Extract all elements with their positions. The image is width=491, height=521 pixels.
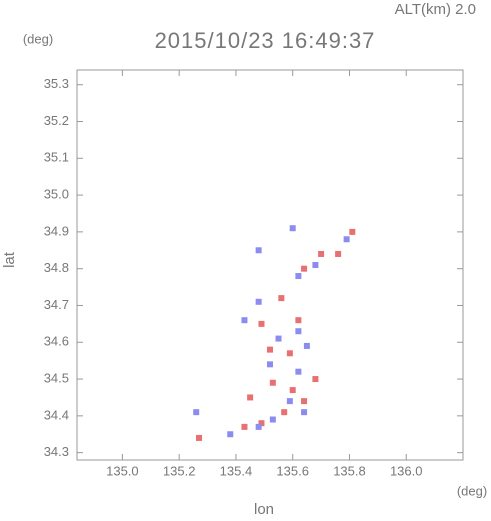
- point: [247, 394, 254, 401]
- y-unit: (deg): [23, 31, 53, 46]
- point: [269, 379, 276, 386]
- point: [301, 265, 308, 272]
- point: [312, 262, 319, 268]
- subtitle: ALT(km) 2.0: [395, 1, 476, 18]
- point: [295, 368, 302, 375]
- point: [289, 225, 296, 232]
- point: [241, 317, 248, 324]
- point: [255, 423, 262, 430]
- point: [227, 431, 234, 438]
- point: [295, 317, 302, 324]
- y-tick-label: 34.5: [44, 370, 69, 385]
- x-axis-label: lon: [254, 501, 274, 518]
- point: [275, 335, 282, 342]
- point: [343, 236, 350, 243]
- point: [258, 420, 265, 427]
- point: [295, 328, 302, 335]
- point: [301, 409, 308, 416]
- point: [335, 250, 342, 257]
- x-unit: (deg): [457, 483, 487, 498]
- x-tick-label: 135.6: [276, 463, 309, 478]
- point: [196, 434, 203, 441]
- x-tick-label: 135.8: [333, 463, 366, 478]
- point: [241, 423, 248, 430]
- point: [303, 342, 310, 349]
- x-tick-label: 135.2: [163, 463, 196, 478]
- point: [312, 376, 319, 383]
- point: [269, 416, 276, 423]
- point: [318, 250, 325, 257]
- y-tick-label: 34.4: [44, 407, 69, 422]
- y-tick-label: 34.3: [44, 444, 69, 459]
- y-tick-label: 35.0: [44, 187, 69, 202]
- point: [289, 387, 296, 394]
- point: [193, 409, 200, 416]
- chart-title: 2015/10/23 16:49:37: [155, 28, 376, 53]
- point: [295, 273, 302, 280]
- y-tick-label: 35.3: [44, 76, 69, 91]
- y-axis-label: lat: [1, 251, 18, 268]
- plot-frame: [76, 69, 464, 461]
- point: [349, 228, 356, 235]
- point: [281, 409, 288, 416]
- point: [258, 320, 265, 327]
- y-tick-label: 34.8: [44, 260, 69, 275]
- point: [301, 398, 308, 405]
- point: [255, 247, 262, 254]
- y-tick-label: 35.2: [44, 113, 69, 128]
- point: [286, 398, 293, 405]
- y-tick-label: 34.6: [44, 334, 69, 349]
- point: [278, 295, 285, 302]
- x-tick-label: 136.0: [390, 463, 423, 478]
- y-tick-label: 34.7: [44, 297, 69, 312]
- point: [267, 346, 273, 353]
- point: [267, 361, 273, 368]
- x-tick-label: 135.4: [220, 463, 253, 478]
- point: [286, 350, 293, 357]
- point: [255, 298, 262, 305]
- x-tick-label: 135.0: [106, 463, 139, 478]
- y-tick-label: 35.1: [44, 150, 69, 165]
- y-tick-label: 34.9: [44, 223, 69, 238]
